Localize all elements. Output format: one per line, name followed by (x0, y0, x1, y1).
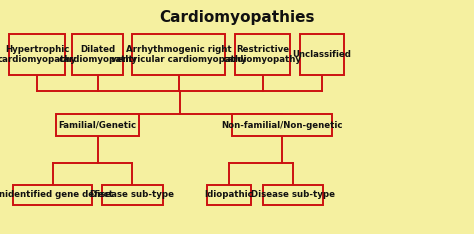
Text: Familial/Genetic: Familial/Genetic (59, 121, 137, 130)
Text: Unidentified gene defect: Unidentified gene defect (0, 190, 113, 199)
FancyBboxPatch shape (13, 185, 92, 205)
FancyBboxPatch shape (102, 185, 163, 205)
Text: Restrictive
cardiomyopathy: Restrictive cardiomyopathy (223, 45, 302, 64)
Text: Disease sub-type: Disease sub-type (251, 190, 335, 199)
Text: Non-familial/Non-genetic: Non-familial/Non-genetic (221, 121, 343, 130)
FancyBboxPatch shape (72, 34, 123, 75)
Text: Hypertrophic
cardiomyopathy: Hypertrophic cardiomyopathy (0, 45, 77, 64)
FancyBboxPatch shape (207, 185, 251, 205)
FancyBboxPatch shape (9, 34, 65, 75)
Text: Dilated
cardiomyopathy: Dilated cardiomyopathy (58, 45, 137, 64)
Text: Disease sub-type: Disease sub-type (91, 190, 174, 199)
FancyBboxPatch shape (132, 34, 226, 75)
Text: Cardiomyopathies: Cardiomyopathies (159, 10, 315, 25)
Text: Idiopathic: Idiopathic (204, 190, 253, 199)
FancyBboxPatch shape (300, 34, 344, 75)
FancyBboxPatch shape (232, 113, 332, 136)
Text: Unclassified: Unclassified (292, 50, 351, 59)
FancyBboxPatch shape (235, 34, 291, 75)
FancyBboxPatch shape (263, 185, 323, 205)
Text: Arrhythmogenic right
ventricular cardiomyopathy: Arrhythmogenic right ventricular cardiom… (111, 45, 247, 64)
FancyBboxPatch shape (56, 113, 139, 136)
